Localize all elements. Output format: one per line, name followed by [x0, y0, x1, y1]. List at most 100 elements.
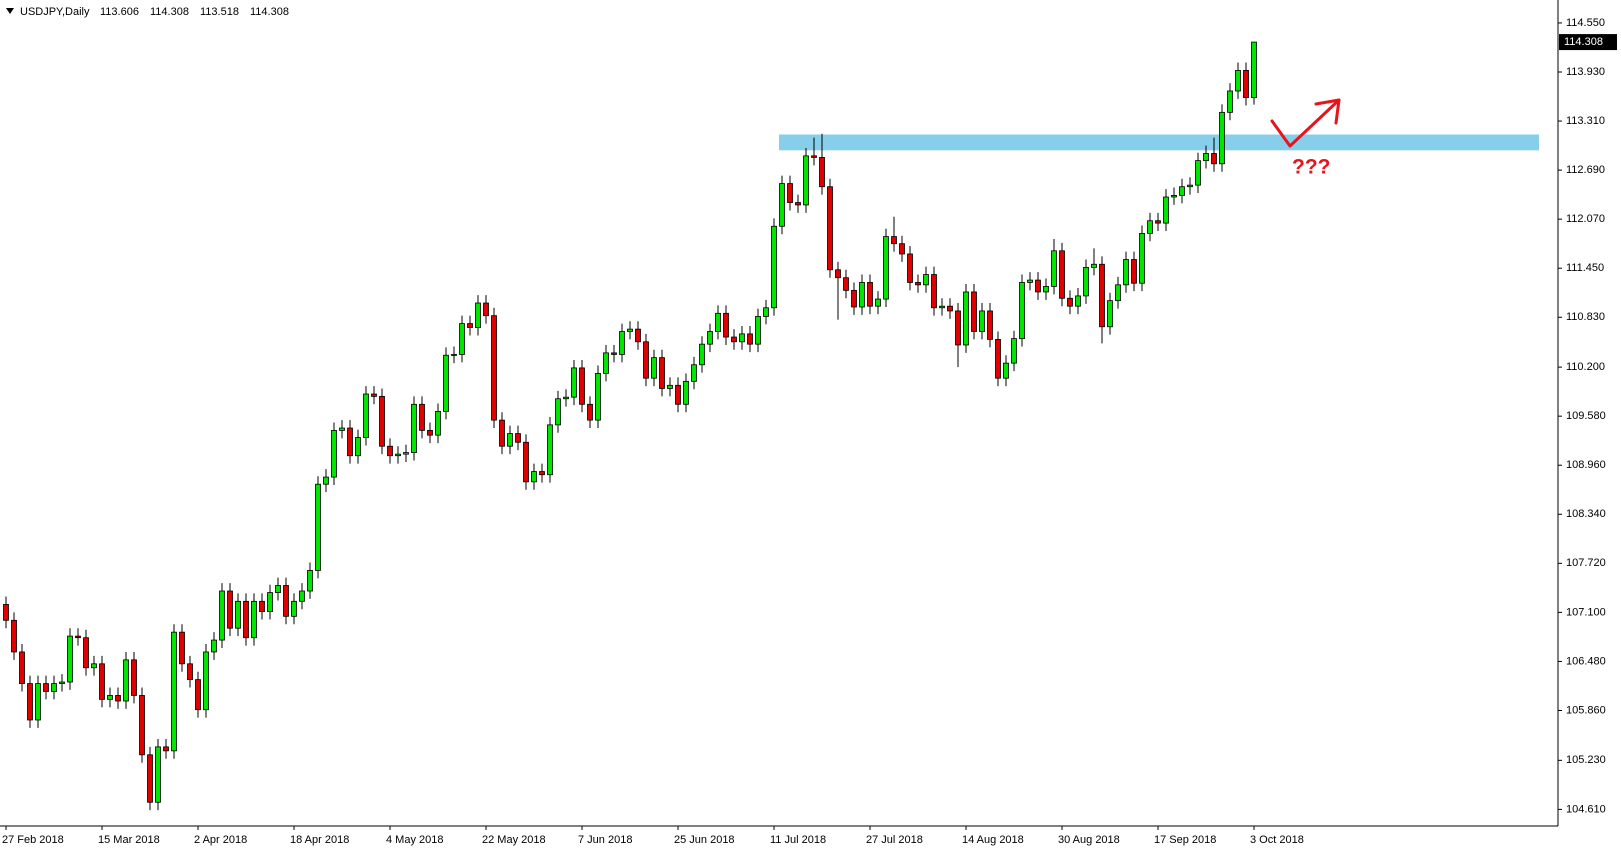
candle-body	[795, 202, 801, 206]
candle-body	[83, 637, 89, 669]
candle-body	[1115, 284, 1121, 302]
candle-body	[467, 323, 473, 328]
candle-body	[803, 155, 809, 206]
candle-body	[571, 367, 577, 398]
candle-body	[683, 380, 689, 405]
candle-body	[1067, 297, 1073, 307]
candle-body	[107, 695, 113, 700]
candle-body	[891, 236, 897, 245]
candle-body	[179, 631, 185, 665]
candle-body	[347, 427, 353, 457]
x-tick-label: 11 Jul 2018	[770, 834, 826, 846]
candle-body	[155, 746, 161, 803]
candle-body	[595, 373, 601, 421]
y-tick-label: 106.480	[1566, 655, 1606, 667]
candle-body	[819, 157, 825, 188]
candle-body	[267, 592, 273, 612]
candle-body	[867, 282, 873, 307]
x-tick-label: 22 May 2018	[482, 834, 546, 846]
header-close: 114.308	[250, 6, 289, 18]
y-tick-label: 110.830	[1566, 311, 1605, 323]
candle-body	[91, 663, 97, 669]
candle-body	[1043, 286, 1049, 293]
candle-body	[187, 663, 193, 681]
y-tick-label: 109.580	[1566, 410, 1606, 422]
y-tick-label: 113.930	[1566, 66, 1605, 78]
candle-body	[1099, 263, 1105, 328]
x-tick-label: 25 Jun 2018	[674, 834, 735, 846]
candle-body	[451, 354, 457, 356]
candle-body	[931, 274, 937, 309]
candle-body	[147, 754, 153, 803]
candle-body	[315, 483, 321, 571]
candle-body	[1019, 282, 1025, 340]
candle-body	[659, 357, 665, 389]
candle-body	[427, 430, 433, 436]
candle-body	[123, 659, 129, 702]
candle-body	[843, 277, 849, 291]
candle-body	[755, 316, 761, 345]
candle-body	[563, 396, 569, 400]
symbol-label: USDJPY,Daily	[20, 6, 90, 18]
candle-body	[859, 282, 865, 308]
candle-body	[371, 393, 377, 397]
candle-body	[243, 600, 249, 639]
y-tick-label: 105.860	[1566, 704, 1606, 716]
candle-body	[723, 312, 729, 338]
candle-body	[227, 590, 233, 629]
candle-body	[299, 590, 305, 602]
x-tick-label: 17 Sep 2018	[1154, 834, 1216, 846]
header-open: 113.606	[100, 6, 139, 18]
candle-body	[395, 453, 401, 457]
y-tick-label: 112.070	[1566, 213, 1605, 225]
candle-body	[611, 352, 617, 355]
y-tick-label: 108.960	[1566, 459, 1606, 471]
candle-body	[1187, 184, 1193, 188]
candle-body	[411, 403, 417, 453]
candle-body	[1171, 195, 1177, 198]
candle-body	[171, 631, 177, 752]
candle-body	[1211, 153, 1217, 165]
candle-body	[251, 600, 257, 639]
candle-body	[539, 471, 545, 476]
candle-body	[779, 183, 785, 227]
x-tick-label: 4 May 2018	[386, 834, 443, 846]
candle-body	[947, 305, 953, 312]
candle-body	[907, 253, 913, 283]
candle-body	[115, 695, 121, 702]
candle-body	[699, 343, 705, 366]
candle-body	[275, 585, 281, 593]
candle-body	[939, 305, 945, 309]
candle-body	[1091, 263, 1097, 268]
x-tick-label: 3 Oct 2018	[1250, 834, 1304, 846]
y-tick-label: 105.230	[1566, 754, 1606, 766]
candle-body	[955, 310, 961, 346]
candle-body	[827, 186, 833, 271]
header-high: 114.308	[150, 6, 189, 18]
candle-body	[707, 331, 713, 345]
symbol-menu-icon[interactable]	[6, 8, 14, 14]
candle-body	[203, 651, 209, 711]
candle-body	[11, 619, 17, 653]
candle-body	[675, 384, 681, 405]
candle-body	[643, 341, 649, 379]
candle-body	[1123, 259, 1129, 286]
candle-body	[331, 430, 337, 478]
candle-body	[1011, 338, 1017, 364]
y-tick-label: 110.200	[1566, 361, 1605, 373]
candle-body	[979, 310, 985, 332]
candle-body	[971, 291, 977, 332]
x-tick-label: 7 Jun 2018	[578, 834, 632, 846]
candle-body	[1139, 233, 1145, 284]
candle-body	[475, 302, 481, 328]
candle-body	[323, 476, 329, 485]
y-tick-label: 113.310	[1566, 115, 1605, 127]
x-tick-label: 27 Feb 2018	[2, 834, 64, 846]
candle-body	[835, 269, 841, 279]
candle-body	[211, 639, 217, 653]
y-tick-label: 107.720	[1566, 557, 1606, 569]
candle-body	[531, 471, 537, 483]
y-tick-label: 112.690	[1566, 164, 1605, 176]
candle-body	[923, 274, 929, 286]
